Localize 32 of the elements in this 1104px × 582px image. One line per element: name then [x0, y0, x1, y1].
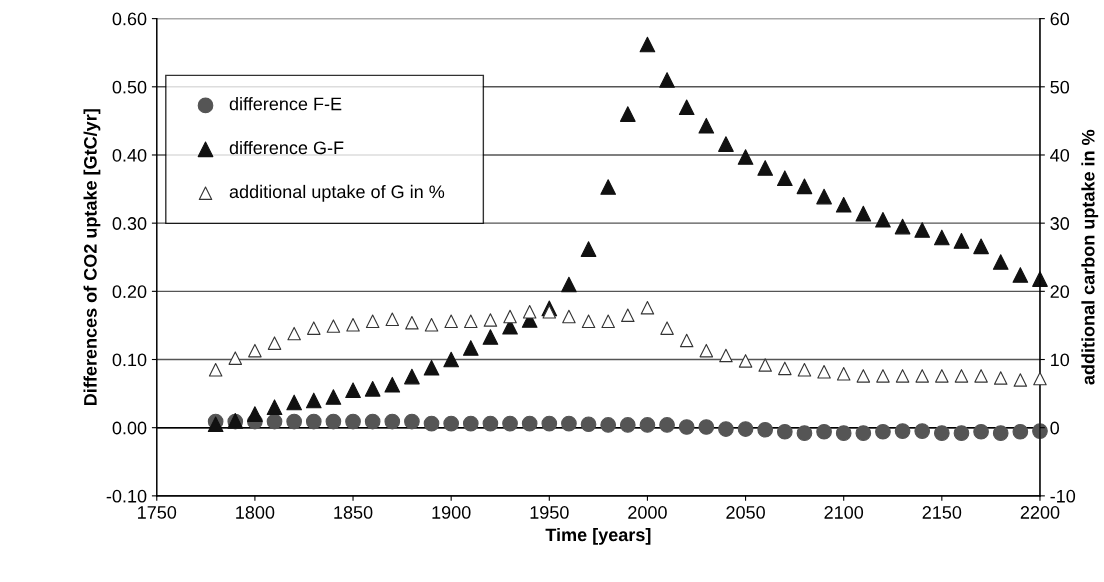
y2-tick-label: 30 — [1050, 217, 1070, 230]
x-tick-label: 1800 — [236, 506, 275, 519]
y-tick-label: 0.10 — [112, 353, 147, 367]
y-tick-label: 0.60 — [112, 12, 147, 26]
y-tick-label: 0.30 — [112, 217, 147, 230]
y-tick-label: 0.50 — [112, 80, 147, 94]
legend-label: difference F-E — [229, 97, 342, 111]
y2-tick-label: 60 — [1050, 12, 1070, 26]
y-tick-label: 0.00 — [112, 421, 147, 435]
legend-label: additional uptake of G in % — [229, 184, 445, 202]
y2-tick-label: 0 — [1050, 421, 1060, 435]
x-tick-label: 2100 — [824, 506, 864, 519]
y-tick-label: 0.20 — [112, 285, 147, 299]
y2-tick-label: 40 — [1050, 148, 1070, 162]
y2-tick-label: 50 — [1050, 80, 1070, 94]
x-tick-label: 1850 — [334, 506, 373, 519]
x-tick-label: 2200 — [1020, 506, 1060, 519]
x-tick-label: 2000 — [628, 506, 667, 519]
x-tick-label: 1750 — [138, 506, 177, 519]
y-axis-title: Differences of CO2 uptake [GtC/yr] — [83, 109, 101, 406]
x-tick-label: 2150 — [922, 506, 962, 519]
y-tick-label: 0.40 — [112, 148, 147, 162]
legend-label: difference G-F — [229, 140, 344, 155]
y2-axis-title: additional carbon uptake in % — [1081, 129, 1099, 385]
x-axis-title: Time [years] — [545, 527, 651, 545]
x-tick-label: 1950 — [530, 506, 569, 519]
y-tick-label: -0.10 — [106, 489, 147, 503]
y2-tick-label: 20 — [1050, 285, 1070, 299]
x-tick-label: 2050 — [726, 506, 765, 519]
y2-tick-label: -10 — [1050, 489, 1076, 503]
y2-tick-label: 10 — [1051, 353, 1070, 367]
x-tick-label: 1900 — [432, 506, 471, 519]
